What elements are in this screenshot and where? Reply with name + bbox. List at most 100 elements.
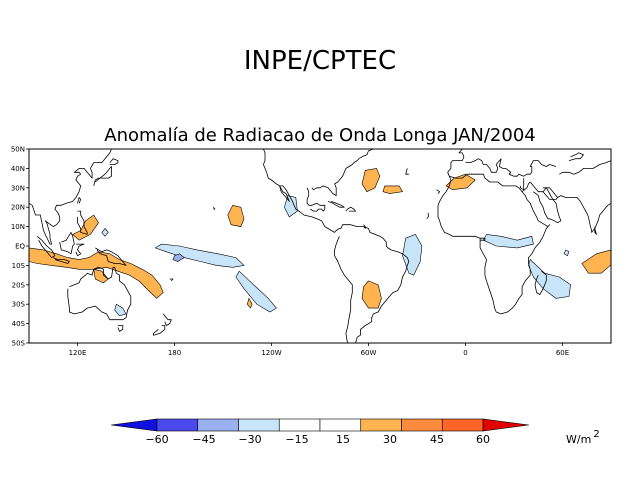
colorbar-label: −30	[238, 433, 261, 446]
coastline	[327, 201, 345, 208]
colorbar-box	[197, 418, 239, 432]
chart-subtitle: Anomalía de Radiacao de Onda Longa JAN/2…	[104, 125, 535, 146]
positive-anomaly-region	[72, 214, 99, 241]
negative-anomaly-region	[284, 195, 298, 218]
colorbar-label: 30	[383, 433, 397, 446]
units-text: W/m	[566, 433, 591, 446]
coastline	[153, 325, 166, 336]
coastline	[59, 231, 75, 255]
negative-anomaly-region	[172, 253, 185, 262]
colorbar-box	[441, 418, 484, 432]
positive-anomaly-region	[93, 268, 109, 284]
coastline	[95, 247, 127, 266]
y-tick-label: 50S	[12, 340, 26, 348]
y-tick-label: EQ	[15, 243, 25, 251]
x-tick-label: 0	[463, 349, 467, 357]
colorbar: −60 −45 −30 −15 15 30 45 60	[110, 418, 530, 446]
coastline	[162, 313, 172, 326]
units-superscript: 2	[593, 429, 599, 440]
coastline	[405, 168, 409, 175]
coastline	[29, 149, 112, 245]
y-tick-label: 30S	[12, 301, 26, 309]
positive-anomaly-region	[246, 297, 253, 309]
coastline	[334, 236, 353, 343]
x-tick-label: 180	[168, 349, 181, 357]
coastline	[306, 187, 310, 206]
colorbar-box	[278, 418, 321, 432]
coastline	[67, 266, 132, 321]
colorbar-left-arrow	[110, 418, 158, 432]
colorbar-label: −60	[145, 433, 168, 446]
colorbar-label: −45	[192, 433, 215, 446]
chart-title: INPE/CPTEC	[244, 46, 396, 76]
x-axis: 120E 180 120W 60W 0 60E	[69, 343, 569, 357]
coastline	[308, 202, 326, 212]
negative-anomaly-region	[114, 303, 127, 317]
y-axis: 50N 40N 30N 20N 10N EQ 10S 20S 30S 40S 50S	[11, 146, 29, 348]
y-tick-label: 40N	[11, 165, 25, 173]
coastline	[521, 181, 531, 193]
coastline	[436, 189, 441, 194]
colorbar-label: −15	[285, 433, 308, 446]
coastline	[109, 158, 119, 165]
coastline	[262, 149, 410, 343]
colorbar-box	[156, 418, 199, 432]
y-tick-label: 30N	[11, 184, 25, 192]
coastline	[542, 187, 558, 200]
positive-anomaly-region	[581, 249, 611, 274]
coastline	[529, 181, 562, 224]
positive-anomaly-region	[361, 168, 381, 193]
y-tick-label: 40S	[12, 320, 26, 328]
y-tick-label: 10N	[11, 223, 25, 231]
x-tick-label: 120W	[261, 349, 281, 357]
coastline	[520, 178, 525, 191]
coastline	[557, 195, 611, 233]
colorbar-box	[401, 418, 443, 432]
coastline	[311, 149, 374, 197]
coastline	[480, 237, 486, 241]
coastline	[53, 257, 70, 264]
coastline	[437, 173, 550, 315]
coastline	[363, 224, 366, 229]
positive-anomaly-region	[227, 204, 245, 227]
colorbar-box	[319, 418, 362, 432]
coastline	[77, 210, 88, 235]
colorbar-label: 60	[476, 433, 490, 446]
y-tick-label: 10S	[12, 262, 26, 270]
coastline	[117, 325, 124, 332]
positive-anomaly-region	[382, 185, 403, 194]
coastline	[594, 226, 597, 235]
y-tick-label: 20S	[12, 281, 26, 289]
colorbar-right-arrow	[482, 418, 530, 432]
coastline	[465, 158, 557, 177]
y-tick-label: 50N	[11, 146, 25, 154]
coastline	[212, 206, 216, 210]
colorbar-box	[360, 418, 402, 432]
coastlines	[29, 149, 611, 343]
x-tick-label: 60W	[361, 349, 377, 357]
coastline	[77, 197, 82, 204]
map-area	[28, 148, 612, 344]
coastline	[169, 278, 174, 282]
coastline	[447, 149, 465, 177]
coastline	[75, 243, 85, 257]
negative-anomaly-region	[101, 228, 109, 237]
coastline	[568, 152, 584, 161]
coastline	[559, 160, 611, 175]
negative-anomaly-region	[482, 234, 534, 249]
coastline	[534, 270, 547, 295]
coastline	[345, 206, 357, 212]
negative-anomaly-region	[563, 249, 570, 257]
positive-anomaly-region	[29, 247, 164, 299]
y-tick-label: 20N	[11, 204, 25, 212]
colorbar-label: 45	[430, 433, 444, 446]
colorbar-box	[238, 418, 280, 432]
anomaly-fills	[29, 168, 611, 317]
coastline	[93, 166, 112, 187]
colorbar-label: 15	[336, 433, 350, 446]
coastline	[426, 213, 429, 220]
positive-anomaly-region	[445, 173, 476, 191]
coastline	[36, 235, 56, 259]
x-tick-label: 60E	[556, 349, 569, 357]
